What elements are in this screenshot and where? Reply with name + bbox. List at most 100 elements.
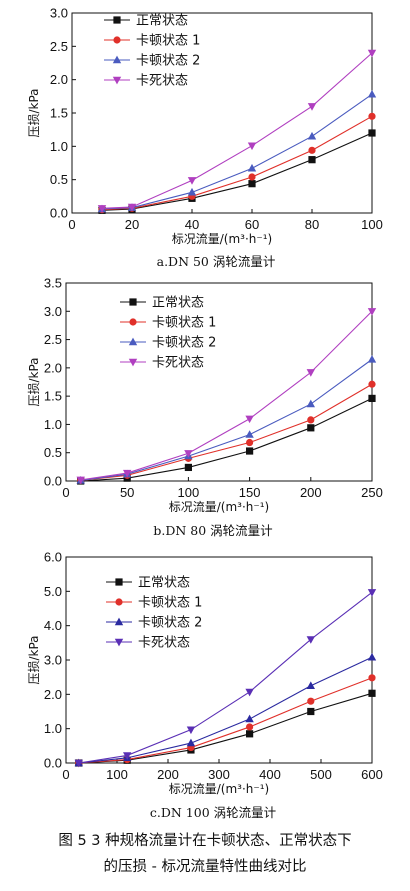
y-tick-label: 4.0 — [44, 618, 62, 633]
x-tick-label: 600 — [361, 767, 383, 782]
y-tick-label: 3.0 — [44, 653, 62, 668]
data-point — [368, 689, 376, 697]
x-tick-label: 60 — [245, 217, 259, 232]
data-point — [246, 730, 254, 738]
data-point — [187, 187, 197, 196]
y-tick-label: 0.0 — [44, 474, 62, 489]
chart-subtitle: b.DN 80 涡轮流量计 — [153, 523, 272, 538]
y-tick-label: 1.5 — [44, 389, 62, 404]
data-point — [184, 463, 192, 472]
legend-marker — [114, 617, 124, 626]
series-line-1 — [78, 677, 373, 764]
x-tick-label: 300 — [208, 767, 230, 782]
series-line-1 — [80, 383, 373, 481]
legend-entry: 卡顿状态 1 — [152, 316, 216, 331]
y-axis-label: 压损/kPa — [27, 88, 41, 137]
data-point — [247, 142, 257, 151]
data-point — [307, 424, 315, 432]
chart-dn50: 0.0 0.5 1.0 1.5 2.0 2.5 3.0 0 20 40 60 80 100 标况流量/(m… — [27, 6, 383, 270]
y-tick-label: 0.5 — [50, 172, 68, 187]
data-point — [368, 380, 376, 388]
data-point — [246, 438, 254, 447]
legend-marker — [113, 36, 121, 44]
data-point — [123, 752, 132, 760]
series-line-0 — [78, 692, 373, 764]
legend-entry: 正常状态 — [138, 576, 190, 591]
series-line-3 — [78, 591, 373, 764]
data-point — [307, 416, 315, 424]
figure-caption-line1: 图 5 3 种规格流量计在卡顿状态、正常状态下 — [58, 832, 351, 849]
data-point — [367, 589, 377, 597]
x-tick-label: 40 — [185, 217, 199, 232]
plot-frame — [65, 282, 373, 482]
y-tick-label: 2.0 — [44, 687, 62, 702]
legend-marker — [129, 318, 137, 326]
data-point — [74, 759, 83, 768]
legend-entry: 卡顿状态 2 — [138, 616, 202, 631]
x-axis-label: 标况流量/(m³·h⁻¹) — [172, 232, 272, 246]
legend-entry: 卡死状态 — [136, 74, 188, 89]
data-point — [247, 163, 257, 172]
y-tick-label: 5.0 — [44, 584, 62, 599]
y-axis-label: 压损/kPa — [27, 357, 41, 406]
x-tick-label: 0 — [68, 217, 75, 232]
chart-dn100: 0.0 1.0 2.0 3.0 4.0 5.0 6.0 0 100 200 300 400 500 600… — [27, 550, 383, 821]
y-tick-label: 1.0 — [44, 721, 62, 736]
data-point — [97, 205, 107, 213]
x-tick-label: 100 — [178, 485, 200, 500]
x-tick-label: 200 — [157, 767, 179, 782]
y-tick-label: 2.0 — [44, 360, 62, 375]
y-axis-label: 压损/kPa — [27, 635, 41, 684]
data-point — [307, 131, 317, 140]
data-point — [306, 681, 315, 689]
y-tick-label: 3.5 — [44, 276, 62, 291]
data-point — [367, 89, 377, 98]
data-point — [368, 129, 376, 137]
data-point — [246, 723, 254, 731]
y-tick-label: 1.0 — [50, 139, 68, 154]
legend-marker — [129, 298, 137, 306]
data-point — [123, 469, 132, 478]
data-point — [367, 652, 377, 661]
data-point — [187, 177, 197, 185]
x-tick-label: 0 — [62, 485, 69, 500]
data-point — [246, 447, 254, 455]
series-line-1 — [101, 115, 373, 211]
data-point — [368, 674, 376, 682]
data-point — [367, 308, 377, 316]
data-point — [368, 112, 376, 120]
legend-marker — [115, 578, 123, 586]
data-point — [308, 156, 316, 164]
chart-subtitle: a.DN 50 涡轮流量计 — [157, 254, 276, 269]
data-point — [307, 707, 315, 716]
series-line-3 — [101, 52, 373, 209]
y-tick-label: 3.0 — [44, 304, 62, 319]
x-tick-label: 500 — [310, 767, 332, 782]
data-point — [245, 415, 254, 424]
chart-dn80: 0.0 0.5 1.0 1.5 2.0 2.5 3.0 3.5 0 50 100 150 200 250 标… — [27, 276, 383, 539]
y-tick-label: 1.5 — [50, 106, 68, 121]
data-point — [307, 697, 315, 705]
y-tick-label: 0.0 — [50, 206, 68, 221]
data-point — [367, 354, 377, 363]
data-point — [306, 369, 315, 377]
data-point — [245, 688, 254, 697]
series-line-3 — [80, 310, 373, 481]
y-tick-label: 0.0 — [44, 756, 62, 771]
legend-entry: 卡顿状态 2 — [152, 336, 216, 351]
data-point — [245, 714, 254, 723]
x-tick-label: 100 — [106, 767, 128, 782]
legend-marker — [115, 598, 123, 606]
legend-marker — [128, 337, 138, 346]
x-tick-label: 200 — [300, 485, 322, 500]
series-line-2 — [101, 93, 373, 210]
series-line-0 — [101, 132, 373, 211]
legend-marker — [112, 76, 122, 85]
legend-entry: 正常状态 — [136, 14, 188, 29]
x-tick-label: 250 — [361, 485, 383, 500]
legend-marker — [114, 638, 124, 647]
legend-marker — [128, 358, 138, 367]
y-tick-label: 0.5 — [44, 445, 62, 460]
figure-caption-line2: 的压损 - 标况流量特性曲线对比 — [104, 858, 307, 875]
